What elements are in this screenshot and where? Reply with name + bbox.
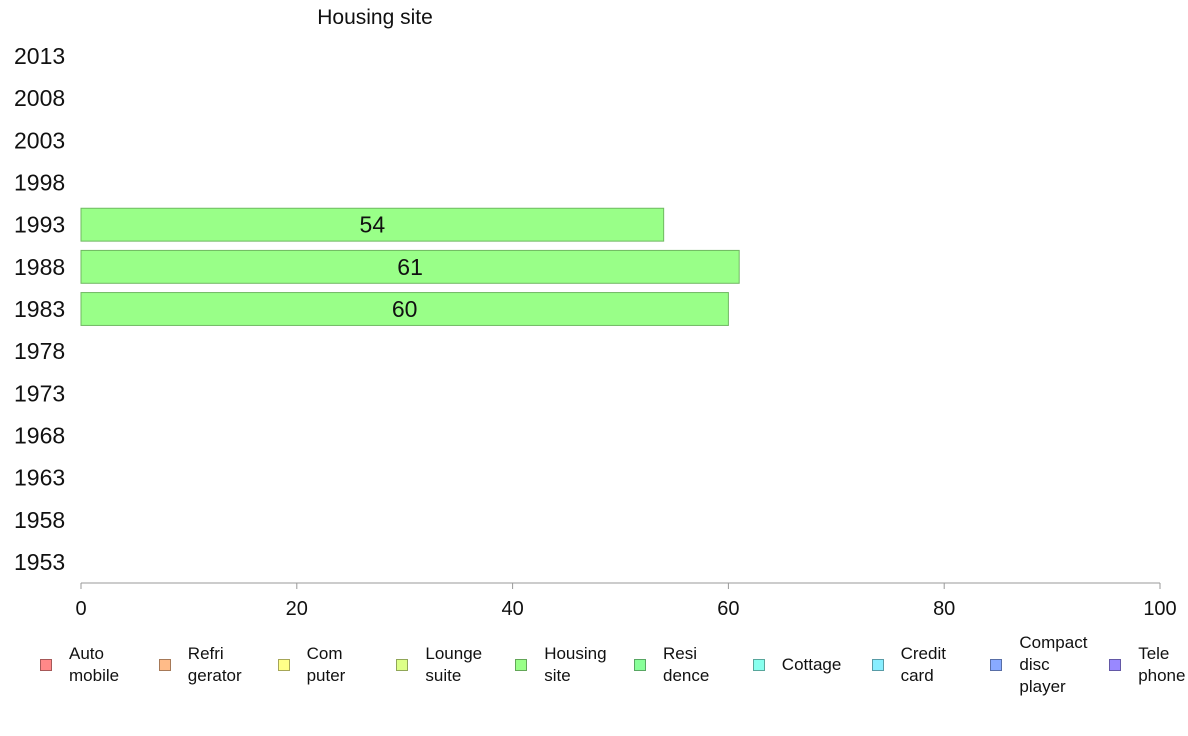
legend-swatch — [40, 659, 52, 671]
y-tick-label: 1973 — [14, 380, 65, 406]
legend-swatch — [752, 659, 765, 671]
legend-item: Credit card — [871, 643, 946, 687]
y-tick-label: 2008 — [14, 85, 65, 111]
y-tick-label: 1978 — [14, 338, 65, 364]
y-tick-label: 1998 — [14, 170, 65, 196]
data-label: 60 — [392, 296, 418, 322]
y-tick-label: 1983 — [14, 296, 65, 322]
legend-item: Cottage — [752, 654, 842, 676]
legend-item: Resi dence — [634, 643, 709, 687]
y-tick-label: 1988 — [14, 254, 65, 280]
legend-swatch — [515, 659, 528, 671]
legend-item: Tele phone — [1109, 643, 1185, 687]
legend-swatch — [158, 659, 171, 671]
legend-item: Refri gerator — [158, 643, 242, 687]
y-tick-label: 1963 — [14, 465, 65, 491]
legend-swatch — [871, 659, 884, 671]
y-tick-label: 1958 — [14, 507, 65, 533]
data-label: 54 — [360, 212, 386, 238]
legend-label: Tele phone — [1138, 644, 1186, 685]
bar — [80, 207, 665, 242]
legend-swatch — [277, 659, 290, 671]
legend-label: Cottage — [781, 655, 842, 674]
x-tick-label: 80 — [933, 598, 955, 620]
y-tick-label: 1993 — [14, 212, 65, 238]
legend-label: Lounge suite — [425, 644, 483, 685]
bar — [80, 249, 740, 284]
x-tick-label: 40 — [501, 598, 523, 620]
x-tick-label: 20 — [286, 598, 308, 620]
legend-label: Compact disc player — [1019, 633, 1088, 696]
legend-label: Com puter — [306, 644, 346, 685]
legend-item: Auto mobile — [40, 643, 119, 687]
legend-swatch — [990, 659, 1003, 671]
y-tick-label: 1953 — [14, 549, 65, 575]
data-label: 61 — [397, 254, 423, 280]
chart-legend: Auto mobile Refri gerator Com puter Lounge … — [0, 630, 1188, 710]
chart-title: Housing site — [317, 6, 433, 29]
x-tick-label: 100 — [1143, 598, 1176, 620]
y-tick-label: 1968 — [14, 422, 65, 448]
legend-label: Credit card — [900, 644, 946, 685]
legend-label: Resi dence — [663, 644, 710, 685]
legend-swatch — [396, 659, 409, 671]
legend-label: Housing site — [544, 644, 607, 685]
legend-swatch — [634, 659, 646, 671]
bar — [80, 292, 729, 326]
x-tick-label: 60 — [717, 598, 739, 620]
legend-item: Housing site — [515, 643, 607, 687]
bar-chart: 0 20 40 60 80 100 2013 2008 2003 1998 1993 54 1988 61… — [14, 43, 1177, 620]
legend-label: Auto mobile — [69, 644, 120, 685]
y-tick-label: 2013 — [14, 43, 65, 69]
legend-item: Com puter — [277, 643, 346, 687]
y-tick-label: 2003 — [14, 127, 65, 153]
legend-item: Lounge suite — [396, 643, 482, 687]
legend-swatch — [1109, 659, 1122, 671]
x-tick-label: 0 — [75, 598, 86, 620]
legend-item: Compact disc player — [990, 632, 1087, 698]
legend-label: Refri gerator — [187, 644, 242, 685]
